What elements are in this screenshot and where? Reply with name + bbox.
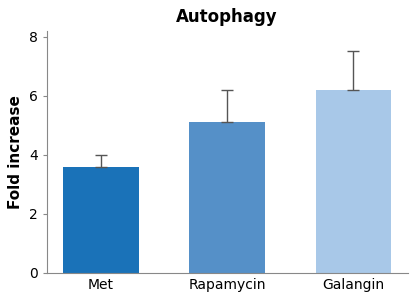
- Bar: [316, 90, 391, 273]
- Title: Autophagy: Autophagy: [176, 8, 278, 26]
- Bar: [189, 122, 265, 273]
- Y-axis label: Fold increase: Fold increase: [8, 95, 23, 209]
- Bar: [63, 167, 139, 273]
